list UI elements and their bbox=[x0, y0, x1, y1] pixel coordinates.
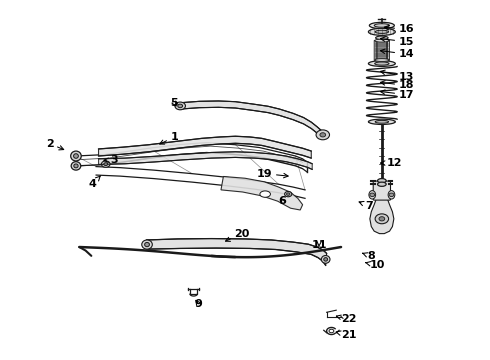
Polygon shape bbox=[147, 239, 327, 265]
Ellipse shape bbox=[375, 62, 389, 65]
Polygon shape bbox=[98, 152, 312, 170]
Ellipse shape bbox=[285, 192, 292, 197]
Circle shape bbox=[375, 214, 389, 224]
Ellipse shape bbox=[324, 258, 328, 261]
Ellipse shape bbox=[178, 104, 183, 108]
Text: 3: 3 bbox=[104, 155, 118, 165]
Polygon shape bbox=[370, 199, 394, 234]
Text: 22: 22 bbox=[336, 314, 357, 324]
Circle shape bbox=[389, 193, 394, 197]
Text: 15: 15 bbox=[381, 37, 414, 47]
FancyBboxPatch shape bbox=[377, 40, 387, 60]
Text: 19: 19 bbox=[257, 168, 288, 179]
Text: 9: 9 bbox=[195, 299, 202, 309]
Text: 12: 12 bbox=[381, 158, 402, 168]
Ellipse shape bbox=[142, 240, 152, 249]
Text: 1: 1 bbox=[160, 132, 178, 144]
Text: 2: 2 bbox=[46, 139, 64, 150]
Ellipse shape bbox=[74, 154, 78, 158]
Ellipse shape bbox=[104, 163, 108, 166]
Text: 8: 8 bbox=[363, 251, 375, 261]
Ellipse shape bbox=[377, 182, 386, 186]
Text: 18: 18 bbox=[381, 80, 414, 90]
FancyBboxPatch shape bbox=[374, 40, 390, 60]
Ellipse shape bbox=[369, 190, 376, 199]
Text: 10: 10 bbox=[366, 260, 385, 270]
Ellipse shape bbox=[71, 162, 81, 170]
Ellipse shape bbox=[101, 161, 110, 167]
Ellipse shape bbox=[375, 120, 389, 123]
Text: 16: 16 bbox=[384, 24, 414, 34]
Text: 14: 14 bbox=[380, 49, 414, 59]
Circle shape bbox=[379, 217, 385, 221]
Circle shape bbox=[320, 133, 326, 137]
Ellipse shape bbox=[368, 61, 395, 66]
Ellipse shape bbox=[375, 39, 389, 42]
Polygon shape bbox=[98, 136, 311, 158]
Text: 7: 7 bbox=[359, 201, 373, 211]
Polygon shape bbox=[221, 176, 303, 210]
Ellipse shape bbox=[74, 164, 78, 168]
Polygon shape bbox=[180, 101, 322, 137]
Ellipse shape bbox=[368, 28, 395, 35]
Ellipse shape bbox=[388, 190, 395, 199]
Ellipse shape bbox=[377, 179, 386, 183]
Ellipse shape bbox=[375, 59, 389, 62]
Text: 13: 13 bbox=[380, 70, 414, 82]
Ellipse shape bbox=[376, 36, 388, 40]
Text: 4: 4 bbox=[89, 176, 100, 189]
FancyBboxPatch shape bbox=[373, 181, 391, 200]
Text: 11: 11 bbox=[311, 240, 327, 250]
Ellipse shape bbox=[375, 30, 389, 33]
Ellipse shape bbox=[321, 256, 330, 263]
Ellipse shape bbox=[287, 193, 290, 195]
Text: 5: 5 bbox=[171, 98, 178, 108]
Ellipse shape bbox=[369, 22, 394, 29]
FancyBboxPatch shape bbox=[376, 40, 388, 60]
Ellipse shape bbox=[260, 191, 270, 197]
Ellipse shape bbox=[374, 24, 390, 27]
Text: 21: 21 bbox=[336, 330, 357, 340]
Circle shape bbox=[370, 193, 375, 197]
Ellipse shape bbox=[145, 242, 149, 247]
Text: 20: 20 bbox=[225, 229, 250, 241]
Ellipse shape bbox=[368, 119, 395, 125]
Text: 17: 17 bbox=[381, 90, 414, 100]
Text: 6: 6 bbox=[279, 196, 287, 206]
Ellipse shape bbox=[71, 151, 81, 161]
Ellipse shape bbox=[175, 102, 185, 110]
Circle shape bbox=[316, 130, 329, 140]
